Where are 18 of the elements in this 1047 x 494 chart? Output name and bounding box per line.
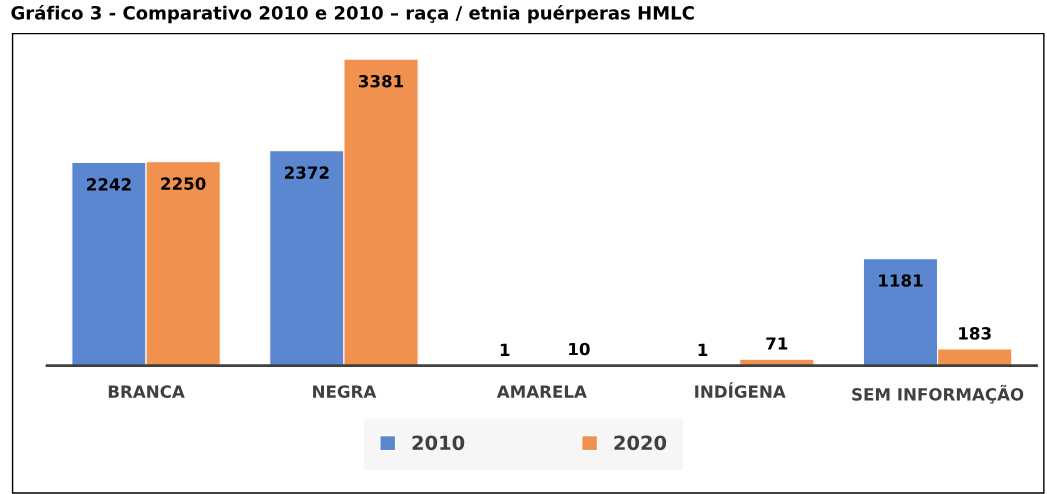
data-label: 183 — [959, 327, 991, 340]
x-tick-label: SEM INFORMAÇÃO — [852, 384, 1024, 404]
legend-label: 2020 — [614, 435, 667, 451]
data-label: 10 — [569, 342, 590, 356]
x-tick-label: BRANCA — [108, 385, 185, 398]
data-label: 1 — [698, 343, 708, 356]
data-label: 2372 — [284, 166, 329, 179]
chart-title: Gráfico 3 - Comparativo 2010 e 2010 – raça / etnia puérperas HMLC — [11, 4, 694, 24]
data-label: 2250 — [161, 177, 206, 190]
legend-label: 2010 — [412, 435, 465, 451]
data-label: 3381 — [358, 74, 404, 88]
data-label: 1 — [500, 343, 510, 356]
data-label: 1181 — [879, 274, 923, 287]
x-tick-label: INDÍGENA — [695, 382, 786, 398]
x-tick-label: NEGRA — [313, 385, 377, 398]
data-label: 2242 — [87, 178, 131, 191]
data-label: 71 — [766, 337, 788, 350]
x-tick-label: AMARELA — [496, 385, 587, 398]
